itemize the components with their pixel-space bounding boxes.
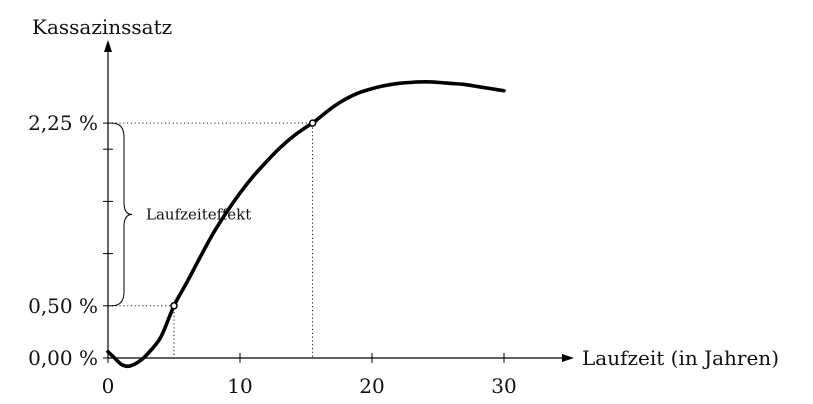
guide-line	[108, 122, 314, 358]
guide-lines	[108, 122, 314, 358]
highlight-point	[170, 302, 178, 310]
x-tick-label: 30	[491, 374, 516, 398]
y-axis-label: Kassazinssatz	[32, 15, 172, 39]
y-ticks: 0,00 % 0,50 % 2,25 %	[28, 111, 113, 370]
highlight-points	[170, 119, 317, 310]
x-axis-label: Laufzeit (in Jahren)	[582, 346, 779, 370]
axes	[104, 40, 574, 362]
yield-curve-line	[106, 80, 506, 369]
y-axis-arrowhead	[104, 40, 112, 52]
laufzeiteffekt-brace	[111, 122, 133, 307]
y-tick-label: 0,50 %	[28, 294, 98, 318]
y-tick-label: 2,25 %	[28, 111, 98, 135]
laufzeiteffekt-label: Laufzeiteffekt	[146, 205, 251, 223]
x-tick-label: 10	[227, 374, 252, 398]
x-tick-label: 20	[359, 374, 384, 398]
highlight-point	[308, 119, 317, 127]
x-tick-label: 0	[102, 374, 115, 398]
x-axis-arrowhead	[562, 354, 574, 362]
x-ticks: 0 10 20 30	[102, 353, 517, 398]
y-tick-label: 0,00 %	[28, 346, 98, 370]
